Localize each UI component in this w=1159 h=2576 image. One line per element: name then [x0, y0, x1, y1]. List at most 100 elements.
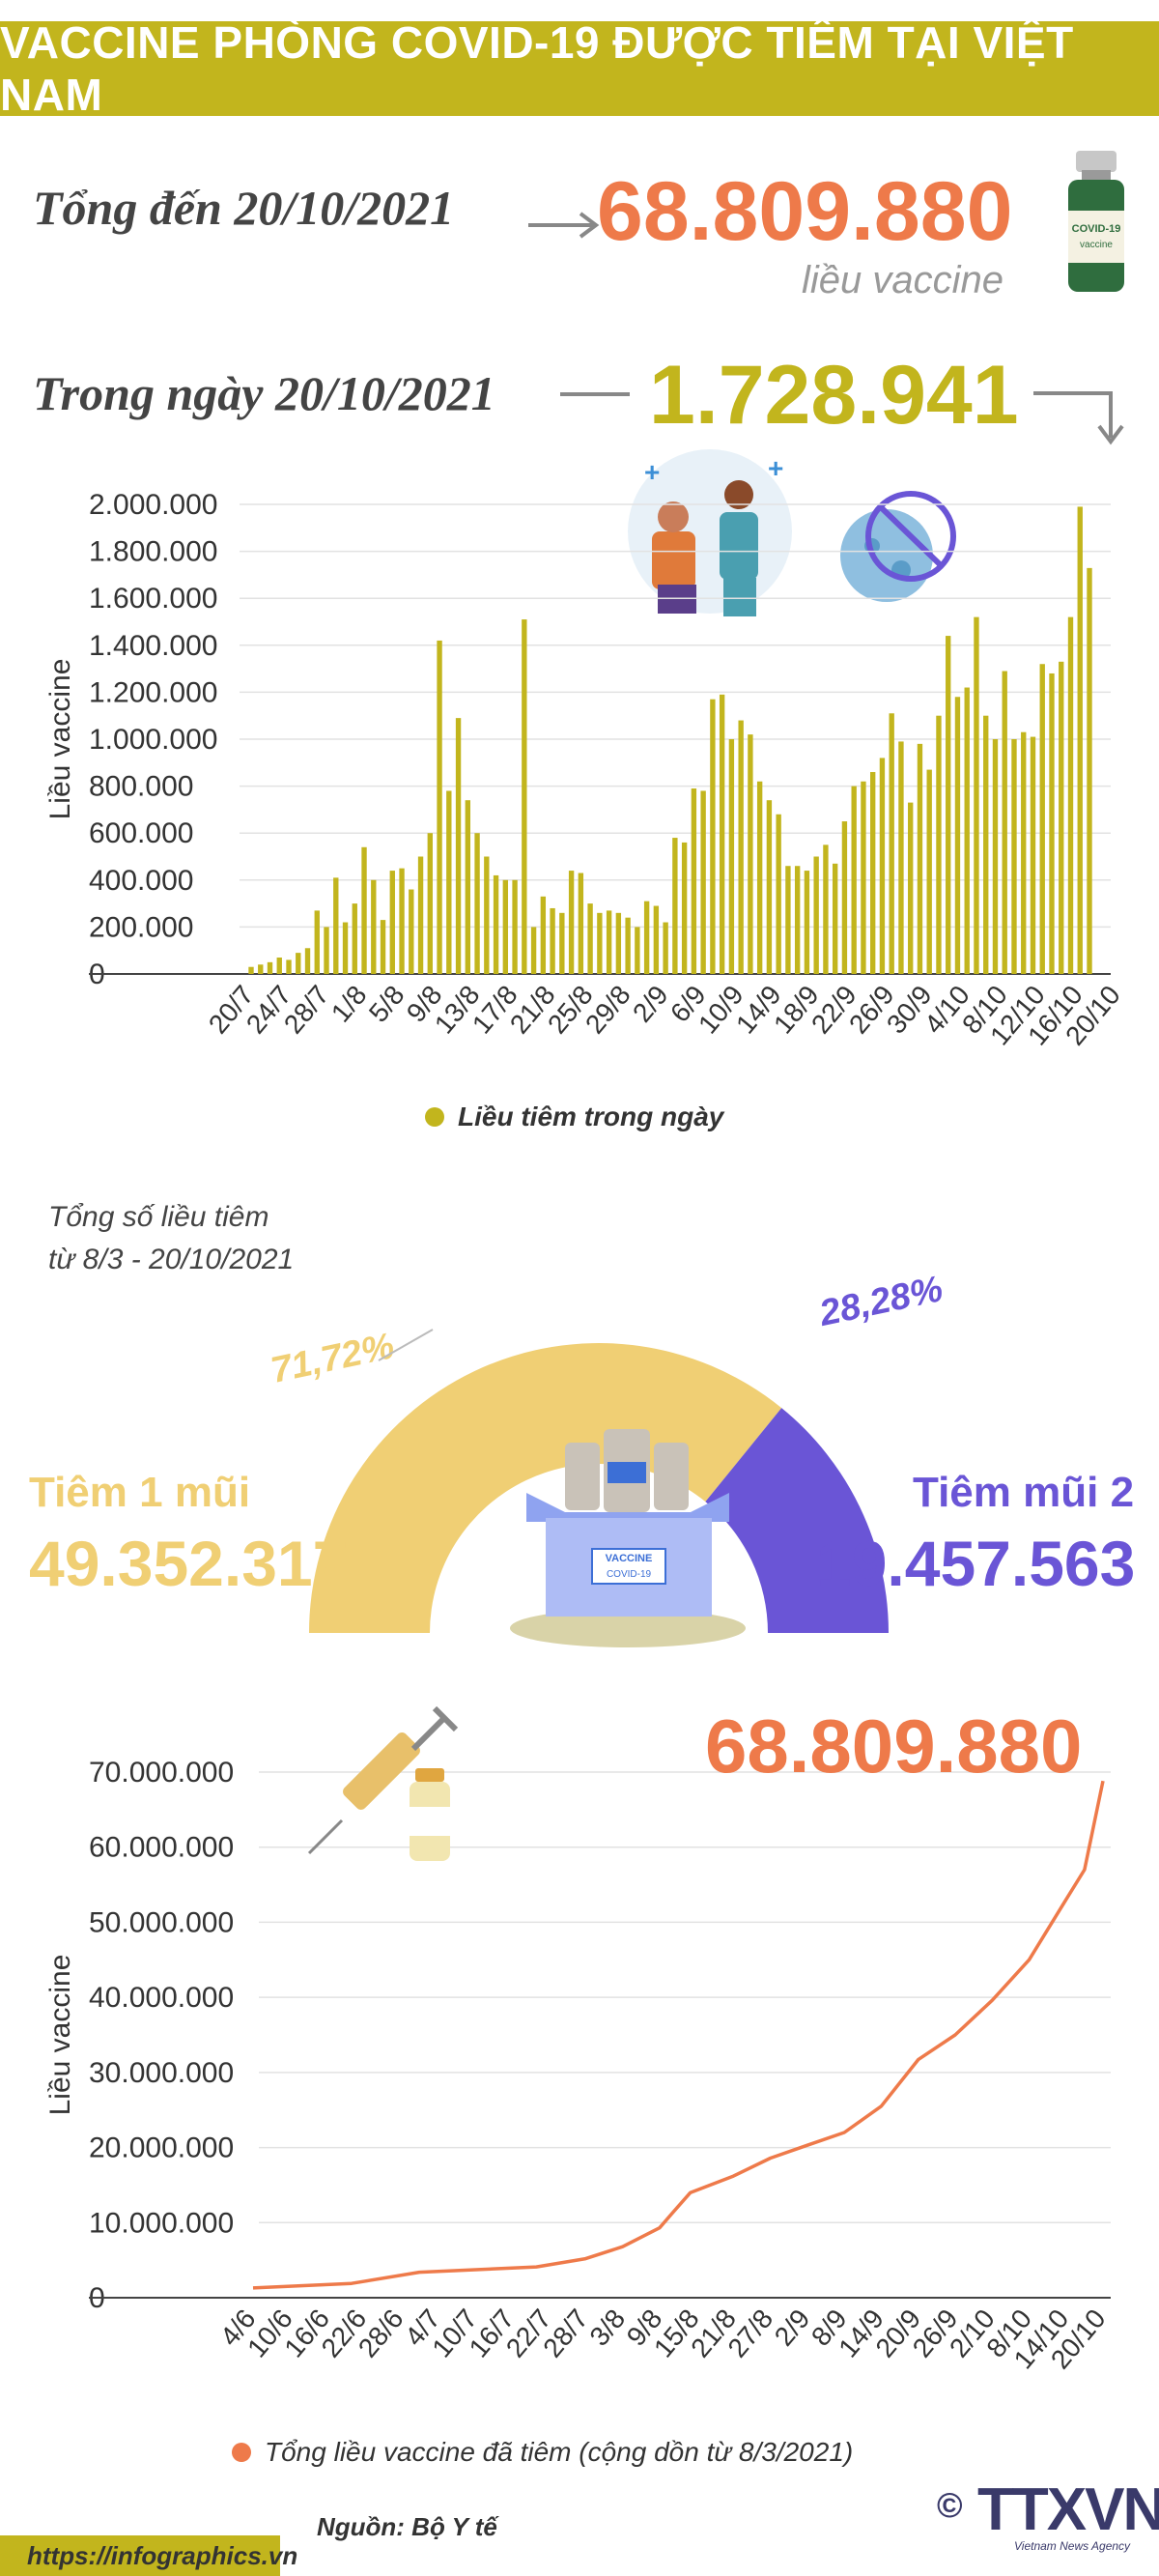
small-vial-icon	[410, 1768, 450, 1861]
bar-daily-doses	[870, 772, 876, 974]
bar-daily-doses	[643, 901, 650, 974]
bar-daily-doses	[550, 907, 555, 974]
line-y-tick-label: 60.000.000	[89, 1832, 234, 1864]
dose1-label: Tiêm 1 mũi	[29, 1469, 251, 1516]
bar-daily-doses	[936, 715, 942, 974]
bar-daily-doses	[1067, 616, 1074, 974]
bar-daily-doses	[484, 856, 490, 974]
bar-daily-doses	[625, 917, 631, 974]
bar-daily-doses	[748, 734, 753, 974]
bar-daily-doses	[908, 802, 914, 974]
bar-daily-doses	[1087, 567, 1092, 974]
bar-daily-doses	[832, 863, 838, 974]
donut-segment-dose2	[705, 1408, 889, 1633]
bar-daily-doses	[587, 903, 593, 974]
bar-daily-doses	[794, 866, 801, 974]
title-banner: VACCINE PHÒNG COVID-19 ĐƯỢC TIÊM TẠI VIỆ…	[0, 17, 1159, 120]
bar-daily-doses	[1077, 506, 1083, 974]
line-y-tick-label: 20.000.000	[89, 2132, 234, 2164]
line-y-tick-label: 10.000.000	[89, 2207, 234, 2239]
total-unit: liều vaccine	[802, 259, 1004, 301]
bar-daily-doses	[710, 699, 716, 974]
bar-daily-doses	[437, 640, 442, 974]
box-label: VACCINE	[606, 1553, 653, 1564]
bar-daily-doses	[465, 800, 470, 974]
dose-share-half-donut	[309, 1343, 889, 1633]
copyright-symbol: ©	[937, 2485, 963, 2525]
bar-daily-doses	[578, 873, 584, 974]
bar-daily-doses	[333, 877, 339, 974]
line-legend-swatch	[232, 2443, 251, 2462]
line-y-axis-label: Liều vaccine	[44, 1955, 76, 2116]
bar-daily-doses	[1002, 671, 1007, 974]
bar-daily-doses	[493, 874, 499, 974]
bar-y-tick-label: 200.000	[89, 911, 193, 943]
vaccine-box-icon: VACCINE COVID-19	[510, 1429, 746, 1647]
bar-daily-doses	[738, 720, 744, 974]
bar-daily-doses	[974, 616, 979, 974]
bar-y-tick-label: 1.200.000	[89, 676, 217, 708]
bar-daily-doses	[474, 833, 480, 974]
bar-daily-doses	[427, 833, 433, 974]
bar-daily-doses	[766, 800, 773, 974]
line-y-tick-label: 30.000.000	[89, 2057, 234, 2089]
total-label: Tổng đến 20/10/2021	[33, 181, 455, 235]
bar-legend: Liều tiêm trong ngày	[425, 1102, 723, 1132]
arrow-right-icon	[528, 212, 600, 239]
bar-daily-doses	[371, 879, 377, 974]
bar-legend-label: Liều tiêm trong ngày	[458, 1102, 724, 1131]
cumulative-doses-line-chart: Liều vaccine 70.000.000 60.000.000 50.000.0…	[44, 1757, 1112, 2375]
bar-daily-doses	[700, 790, 706, 974]
donut-heading-line1: Tổng số liều tiêm	[48, 1201, 269, 1233]
bar-daily-doses	[502, 879, 509, 974]
agency-logo: TTXVN	[977, 2476, 1159, 2543]
bar-y-tick-label: 600.000	[89, 817, 193, 849]
url-text[interactable]: https://infographics.vn	[27, 2541, 298, 2570]
bar-daily-doses	[522, 619, 527, 974]
bar-daily-doses	[776, 814, 781, 974]
bar-daily-doses	[681, 842, 688, 974]
bar-daily-doses	[446, 790, 452, 974]
bar-daily-doses	[1039, 664, 1045, 974]
bar-daily-doses	[409, 889, 414, 974]
bar-daily-doses	[530, 927, 537, 974]
bar-daily-doses	[314, 910, 320, 974]
bar-daily-doses	[889, 713, 894, 974]
bar-daily-doses	[756, 781, 763, 974]
line-legend: Tổng liều vaccine đã tiêm (cộng dồn từ 8…	[232, 2437, 853, 2468]
bar-daily-doses	[352, 903, 357, 974]
bar-daily-doses	[691, 788, 697, 974]
bar-daily-doses	[286, 959, 292, 974]
bar-y-tick-label: 1.800.000	[89, 536, 217, 568]
virus-prohibited-icon	[840, 491, 956, 602]
bar-daily-doses	[267, 961, 273, 974]
bar-daily-doses	[954, 697, 961, 974]
bar-daily-doses	[568, 871, 575, 974]
bar-daily-doses	[417, 856, 424, 974]
line-legend-label: Tổng liều vaccine đã tiêm (cộng dồn từ 8…	[265, 2437, 854, 2467]
bar-daily-doses	[926, 769, 932, 974]
bar-daily-doses	[813, 856, 819, 974]
vaccination-illustration: + +	[628, 449, 792, 616]
bar-daily-doses	[964, 687, 970, 974]
bar-legend-swatch	[425, 1107, 444, 1127]
bar-daily-doses	[851, 786, 857, 974]
bar-daily-doses	[1021, 731, 1027, 974]
bar-daily-doses	[728, 739, 735, 974]
bar-daily-doses	[1011, 739, 1017, 974]
bar-y-tick-label: 1.600.000	[89, 583, 217, 615]
bar-x-tick-label: 5/8	[363, 980, 410, 1028]
bar-y-tick-label: 1.000.000	[89, 724, 217, 756]
bar-daily-doses	[635, 927, 640, 974]
bar-y-tick-label: 1.400.000	[89, 630, 217, 662]
dose1-value: 49.352.317	[29, 1528, 349, 1599]
arrow-down-right-icon	[1033, 391, 1124, 445]
bar-daily-doses	[1059, 661, 1064, 974]
bar-daily-doses	[653, 905, 660, 974]
line-y-tick-label: 70.000.000	[89, 1757, 234, 1789]
dose2-label: Tiêm mũi 2	[913, 1469, 1135, 1516]
bar-daily-doses	[248, 966, 254, 974]
bar-daily-doses	[615, 912, 622, 974]
agency-subtitle: Vietnam News Agency	[1014, 2539, 1131, 2553]
bar-daily-doses	[672, 838, 678, 974]
